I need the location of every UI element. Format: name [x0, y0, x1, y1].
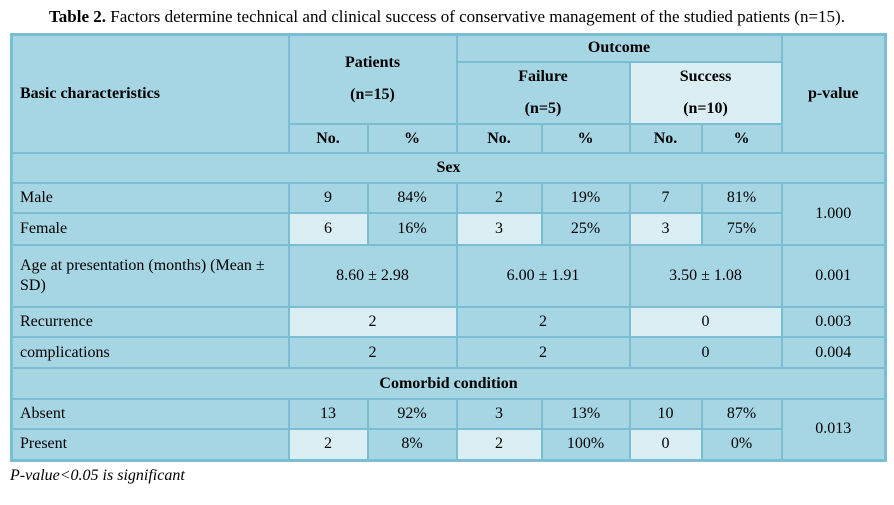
cell-value: 8.60 ± 2.98 — [287, 244, 458, 309]
subheader-pct-failure: % — [540, 123, 631, 155]
table-row-present: Present 2 8% 2 100% 0 0% — [10, 428, 886, 462]
cell-value: 84% — [366, 182, 458, 215]
cell-value: 2 — [455, 428, 543, 462]
cell-value: 87% — [700, 398, 783, 431]
table-row-absent: Absent 13 92% 3 13% 10 87% 0.013 — [10, 398, 887, 462]
cell-value: 9 — [287, 182, 369, 215]
cell-value: 81% — [700, 182, 783, 215]
cell-value: 10 — [628, 398, 703, 431]
cell-value: 13% — [540, 398, 631, 431]
cell-value: 100% — [540, 428, 631, 462]
cell-p-value: 0.001 — [780, 244, 887, 309]
header-row-2: Failure (n=5) Success (n=10) — [12, 61, 886, 126]
cell-value: 19% — [540, 182, 631, 215]
cell-value: 0 — [628, 428, 703, 462]
cell-value: 3 — [455, 212, 543, 247]
subheader-pct-patients: % — [366, 123, 458, 155]
subheader-no-failure: No. — [455, 123, 543, 155]
row-label: Absent — [10, 398, 290, 431]
table-row-age: Age at presentation (months) (Mean ± SD)… — [10, 244, 887, 309]
cell-p-value: 0.003 — [780, 306, 887, 339]
cell-value: 7 — [628, 182, 703, 215]
cell-value: 2 — [287, 428, 369, 462]
header-patients-n: (n=15) — [350, 86, 395, 104]
cell-value: 2 — [287, 306, 458, 339]
header-patients-name: Patients — [344, 54, 401, 72]
row-label: Present — [10, 428, 290, 462]
cell-value: 2 — [455, 182, 543, 215]
header-success: Success (n=10) — [628, 61, 783, 126]
cell-value: 75% — [700, 212, 783, 247]
cell-value: 13 — [287, 398, 369, 431]
cell-p-value: 0.004 — [780, 336, 887, 370]
cell-value: 3.50 ± 1.08 — [628, 244, 783, 309]
row-label: complications — [10, 336, 290, 370]
table-caption: Table 2. Factors determine technical and… — [0, 0, 894, 33]
row-label: Recurrence — [10, 306, 290, 339]
table-row-male: Male 9 84% 2 19% 7 81% 1.000 — [10, 182, 887, 247]
cell-value: 25% — [540, 212, 631, 247]
section-row-sex: Sex — [10, 152, 887, 185]
section-label-sex: Sex — [10, 152, 887, 185]
cell-value: 3 — [628, 212, 703, 247]
significance-footnote: P-value<0.05 is significant — [10, 466, 185, 484]
cell-value: 16% — [366, 212, 458, 247]
table-row-complications: complications 2 2 0 0.004 — [10, 336, 887, 370]
cell-value: 0 — [628, 336, 783, 370]
table-row-female: Female 6 16% 3 25% 3 75% — [10, 212, 886, 247]
header-row-3: No. % No. % No. % — [12, 123, 886, 155]
subheader-no-success: No. — [628, 123, 703, 155]
cell-p-value: 0.013 — [780, 398, 887, 462]
subheader-pct-success: % — [700, 123, 783, 155]
cell-value: 2 — [455, 336, 631, 370]
cell-value: 6 — [287, 212, 369, 247]
row-label: Age at presentation (months) (Mean ± SD) — [10, 244, 290, 309]
header-outcome: Outcome — [455, 33, 783, 64]
cell-p-value: 1.000 — [780, 182, 887, 247]
section-row-comorbid-condition: Comorbid condition — [10, 367, 887, 401]
header-success-name: Success — [679, 68, 732, 86]
cell-value: 3 — [455, 398, 543, 431]
row-label: Female — [10, 212, 290, 247]
results-table: Basic characteristics Patients (n=15) Ou… — [10, 32, 888, 462]
row-label: Male — [10, 182, 290, 215]
cell-value: 6.00 ± 1.91 — [455, 244, 631, 309]
subheader-no-patients: No. — [287, 123, 369, 155]
cell-value: 0 — [628, 306, 783, 339]
header-basic-characteristics: Basic characteristics — [10, 33, 290, 155]
table-row-recurrence: Recurrence 2 2 0 0.003 — [10, 306, 887, 339]
header-failure-n: (n=5) — [524, 100, 562, 118]
cell-value: 2 — [287, 336, 458, 370]
cell-value: 92% — [366, 398, 458, 431]
header-p-value: p-value — [780, 33, 887, 155]
header-success-n: (n=10) — [683, 100, 728, 118]
section-label-comorbid-condition: Comorbid condition — [10, 367, 887, 401]
table-caption-label: Table 2. — [49, 7, 107, 26]
header-patients: Patients (n=15) — [287, 33, 458, 126]
header-failure-name: Failure — [518, 68, 568, 86]
cell-value: 0% — [700, 428, 783, 462]
cell-value: 8% — [366, 428, 458, 462]
header-failure: Failure (n=5) — [455, 61, 631, 126]
cell-value: 2 — [455, 306, 631, 339]
table-caption-text: Factors determine technical and clinical… — [110, 7, 845, 26]
header-row-1: Basic characteristics Patients (n=15) Ou… — [10, 33, 887, 155]
